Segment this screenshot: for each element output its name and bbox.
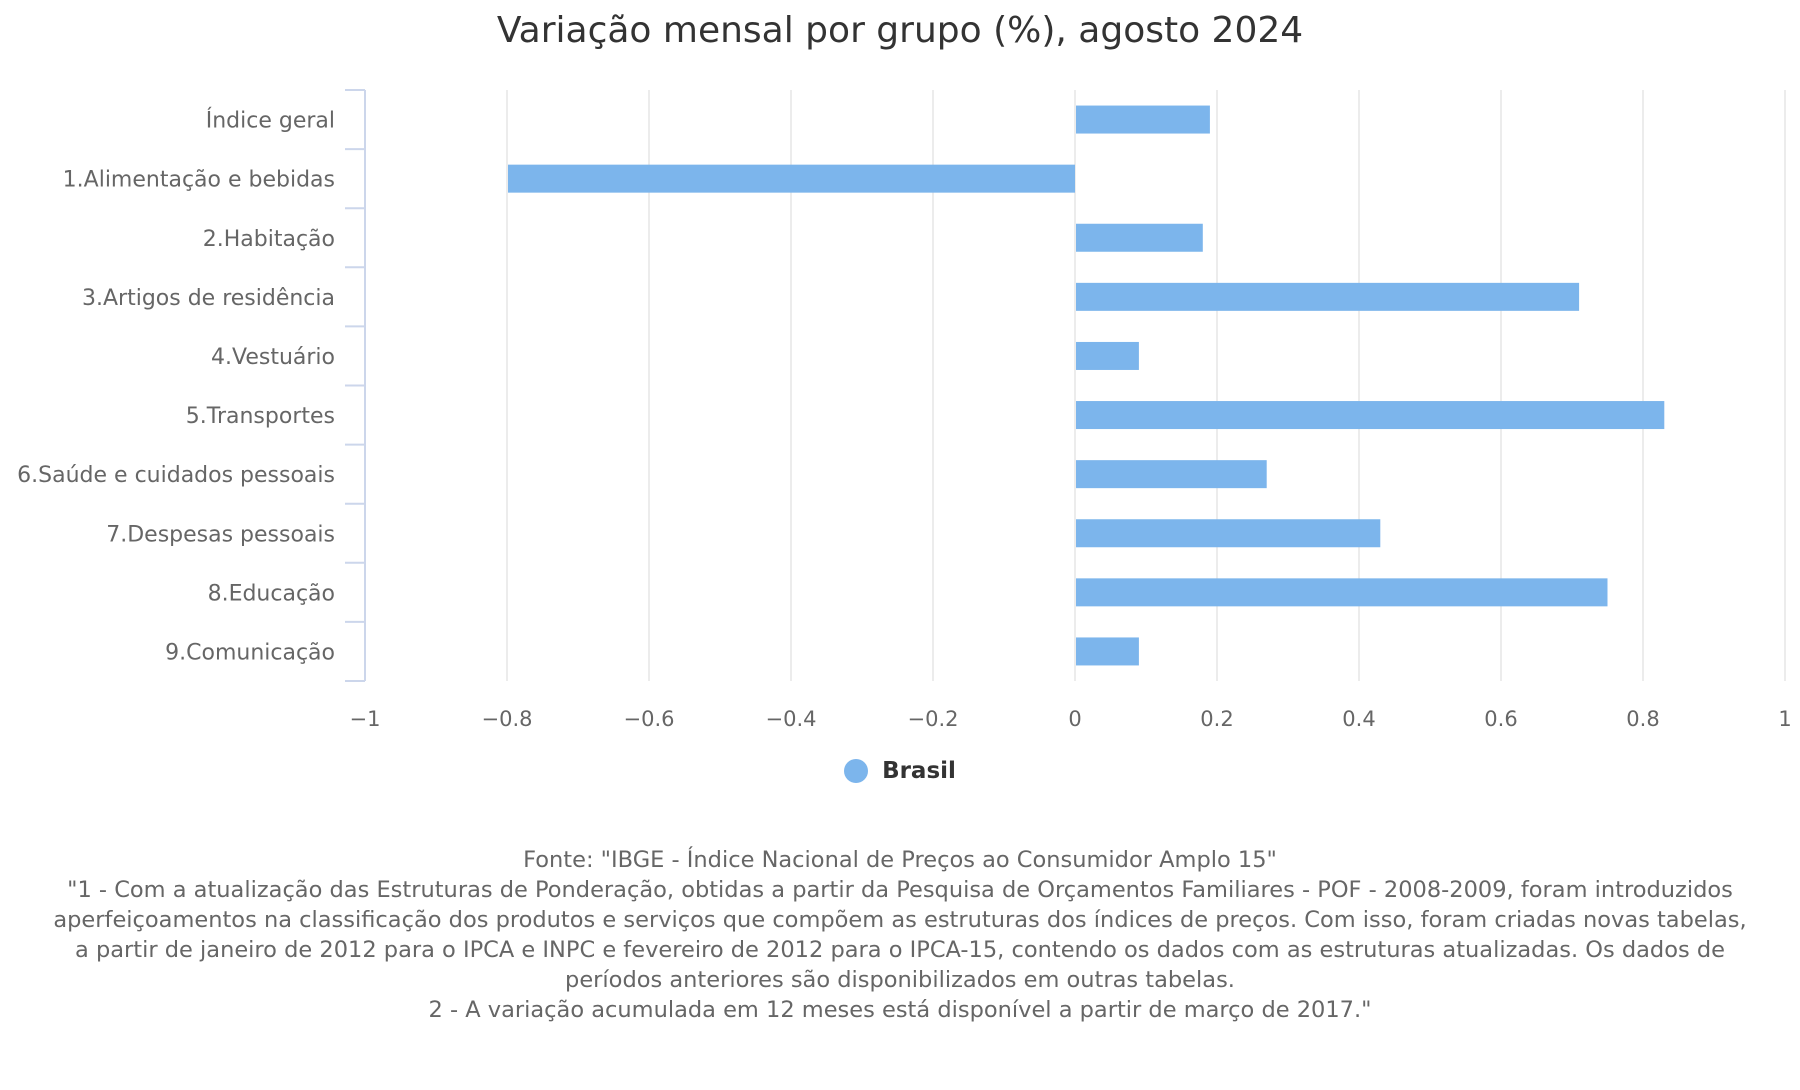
bar-series	[508, 105, 1665, 666]
bar[interactable]	[1076, 578, 1608, 607]
x-tick-label: 0.2	[1200, 707, 1233, 731]
bar[interactable]	[1076, 282, 1580, 311]
x-tick-label: 0.6	[1484, 707, 1517, 731]
bar[interactable]	[1076, 519, 1381, 548]
category-axis	[345, 89, 366, 682]
caption-note-line: aperfeiçoamentos na classificação dos pr…	[53, 907, 1747, 933]
bar[interactable]	[1076, 401, 1665, 430]
legend-label: Brasil	[882, 758, 956, 784]
x-tick-label: 0.8	[1626, 707, 1659, 731]
x-tick-label: −0.2	[908, 707, 959, 731]
x-tick-label: 1	[1778, 707, 1791, 731]
x-tick-label: 0	[1068, 707, 1081, 731]
caption-note-line: "1 - Com a atualização das Estruturas de…	[67, 877, 1733, 903]
legend-item-brasil[interactable]: Brasil	[844, 758, 956, 784]
x-axis-tick-labels: −1 −0.8 −0.6 −0.4 −0.2 0 0.2 0.4 0.6 0.8 1	[350, 707, 1792, 731]
category-label: 1.Alimentação e bebidas	[63, 168, 335, 193]
bar[interactable]	[1076, 223, 1203, 252]
caption-note-line: a partir de janeiro de 2012 para o IPCA …	[75, 937, 1725, 963]
category-label: 3.Artigos de residência	[82, 286, 335, 311]
x-tick-label: −1	[350, 707, 381, 731]
x-tick-label: −0.6	[624, 707, 675, 731]
category-label: 5.Transportes	[186, 404, 335, 429]
category-label: 6.Saúde e cuidados pessoais	[17, 463, 335, 488]
bar[interactable]	[508, 164, 1075, 193]
x-tick-label: −0.4	[766, 707, 817, 731]
legend: Brasil	[0, 758, 1800, 787]
category-label: Índice geral	[206, 108, 335, 134]
x-tick-label: −0.8	[482, 707, 533, 731]
bar[interactable]	[1076, 637, 1139, 666]
category-label: 9.Comunicação	[165, 640, 335, 665]
category-label: 8.Educação	[208, 581, 335, 606]
category-label: 4.Vestuário	[211, 345, 335, 370]
bar[interactable]	[1076, 460, 1267, 489]
legend-marker-icon	[844, 759, 869, 783]
caption-note-line: 2 - A variação acumulada em 12 meses est…	[428, 997, 1372, 1023]
caption-source: Fonte: "IBGE - Índice Nacional de Preços…	[523, 847, 1277, 873]
x-tick-label: 0.4	[1342, 707, 1375, 731]
bar[interactable]	[1076, 341, 1139, 370]
category-labels: Índice geral 1.Alimentação e bebidas 2.Hab…	[17, 108, 335, 666]
caption-note-line: períodos anteriores são disponibilizados…	[565, 967, 1235, 993]
category-label: 7.Despesas pessoais	[106, 522, 335, 547]
bar-chart: Índice geral 1.Alimentação e bebidas 2.Hab…	[17, 89, 1792, 731]
chart-caption: Fonte: "IBGE - Índice Nacional de Preços…	[0, 845, 1800, 1025]
bar[interactable]	[1076, 105, 1210, 134]
category-label: 2.Habitação	[203, 227, 335, 252]
chart-title: Variação mensal por grupo (%), agosto 20…	[496, 10, 1304, 51]
